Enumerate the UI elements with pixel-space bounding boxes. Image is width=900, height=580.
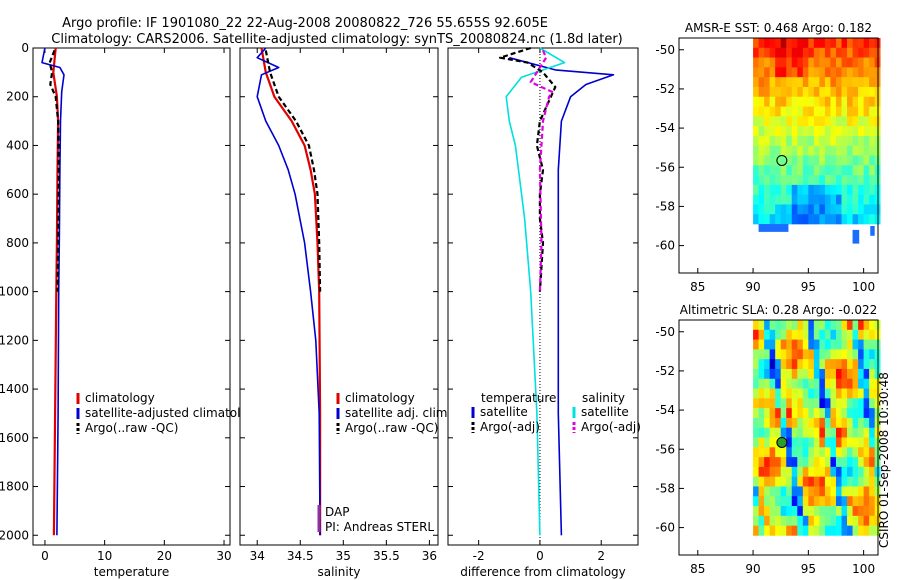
profile-panel-difference: -2 0 2 difference from climatology temperatu… xyxy=(447,46,641,579)
legend-label: climatology xyxy=(85,391,155,405)
map-panel-sla-map: Altimetric SLA: 0.28 Argo: -0.022 85 90 95 1… xyxy=(655,303,881,576)
x-axis-label: difference from climatology xyxy=(460,565,626,579)
sparse-cell xyxy=(758,224,789,232)
map-x-tick-label: 100 xyxy=(852,280,875,294)
series-line-temperature-argo-adj- xyxy=(499,46,557,292)
x-tick-label: 0 xyxy=(536,549,544,563)
x-tick-label: 2 xyxy=(597,549,605,563)
series-line-argo-raw-qc- xyxy=(264,50,322,292)
y-tick-label: 1600 xyxy=(0,431,29,445)
map-title: Altimetric SLA: 0.28 Argo: -0.022 xyxy=(680,303,877,317)
legend-label: satellite xyxy=(581,405,629,419)
legend-label: Argo(-adj) xyxy=(480,420,540,434)
map-y-tick-label: -54 xyxy=(655,403,675,417)
map-y-tick-label: -60 xyxy=(655,521,675,535)
x-tick-label: 30 xyxy=(216,549,231,563)
map-y-tick-label: -56 xyxy=(655,442,675,456)
footer-timestamp: CSIRO 01-Sep-2008 10:30:48 xyxy=(877,372,891,548)
x-tick-label: 36 xyxy=(422,549,437,563)
map-y-tick-label: -50 xyxy=(655,43,675,57)
map-x-tick-label: 85 xyxy=(690,562,705,576)
series-line-climatology xyxy=(52,47,60,536)
legend-title-salinity: salinity xyxy=(582,391,625,405)
map-title: AMSR-E SST: 0.468 Argo: 0.182 xyxy=(685,21,872,35)
map-y-tick-label: -54 xyxy=(655,121,675,135)
legend-label: Argo(..raw -QC) xyxy=(345,421,438,435)
y-tick-label: 0 xyxy=(21,41,29,55)
series-line-satellite-adj-clim- xyxy=(256,47,321,536)
legend-label: Argo(-adj) xyxy=(581,420,641,434)
x-tick-label: 10 xyxy=(97,549,112,563)
y-tick-label: 1200 xyxy=(0,333,29,347)
profile-panel-salinity: 34 34.5 35 35.5 36 salinity climatologysatelli… xyxy=(239,47,451,579)
map-x-tick-label: 90 xyxy=(745,280,760,294)
annotation-dap: DAP xyxy=(325,505,349,519)
map-y-tick-label: -52 xyxy=(655,364,675,378)
map-panel-sst-map: AMSR-E SST: 0.468 Argo: 0.182 85 90 95 100 -5… xyxy=(655,21,881,294)
map-y-tick-label: -52 xyxy=(655,82,675,96)
sparse-cell xyxy=(852,229,860,244)
map-y-tick-label: -60 xyxy=(655,239,675,253)
x-tick-label: 35.5 xyxy=(373,549,400,563)
map-x-tick-label: 90 xyxy=(745,562,760,576)
series-line-climatology xyxy=(260,47,322,536)
x-axis-label: temperature xyxy=(94,565,169,579)
series-line-temperature-satellite xyxy=(509,56,615,536)
figure-title-line1: Argo profile: IF 1901080_22 22-Aug-2008 … xyxy=(62,16,548,31)
legend-label: satellite adj. clim. xyxy=(345,406,451,420)
y-tick-label: 1800 xyxy=(0,480,29,494)
sparse-cell xyxy=(870,226,875,236)
map-y-tick-label: -50 xyxy=(655,325,675,339)
map-y-tick-label: -56 xyxy=(655,160,675,174)
x-tick-label: 20 xyxy=(157,549,172,563)
plot-frame xyxy=(239,47,439,546)
map-y-tick-label: -58 xyxy=(655,199,675,213)
map-x-tick-label: 85 xyxy=(690,280,705,294)
legend-label: Argo(..raw -QC) xyxy=(85,421,178,435)
argo-location-marker xyxy=(776,436,788,448)
legend-title-temperature: temperature xyxy=(481,391,556,405)
map-frame xyxy=(678,319,879,556)
map-x-tick-label: 100 xyxy=(852,562,875,576)
map-x-tick-label: 95 xyxy=(801,562,816,576)
x-axis-label: salinity xyxy=(317,565,360,579)
plot-frame xyxy=(32,47,231,546)
map-frame xyxy=(678,37,879,274)
map-field xyxy=(753,38,881,244)
x-tick-label: 34.5 xyxy=(287,549,314,563)
x-tick-label: 34 xyxy=(250,549,265,563)
y-tick-label: 600 xyxy=(6,187,29,201)
series-line-salinity-argo-adj- xyxy=(529,49,554,292)
x-tick-label: 0 xyxy=(41,549,49,563)
map-y-tick-label: -58 xyxy=(655,481,675,495)
series-line-argo-raw-qc- xyxy=(48,49,60,292)
figure-title-line2: Climatology: CARS2006. Satellite-adjuste… xyxy=(51,32,623,47)
map-field xyxy=(753,320,881,536)
argo-location-marker xyxy=(776,154,788,166)
x-tick-label: -2 xyxy=(473,549,485,563)
y-tick-label: 800 xyxy=(6,236,29,250)
series-line-satellite-adjusted-climatology xyxy=(41,47,65,536)
y-tick-label: 2000 xyxy=(0,528,29,542)
profile-panel-temperature: 0 10 20 30 0 200 400 600 800 1000 1200 1400 1600 1800… xyxy=(0,41,263,579)
map-x-tick-label: 95 xyxy=(801,280,816,294)
legend-label: satellite xyxy=(480,405,528,419)
y-tick-label: 200 xyxy=(6,90,29,104)
annotation-pi: PI: Andreas STERL xyxy=(325,520,434,534)
x-tick-label: 35 xyxy=(336,549,351,563)
legend-label: climatology xyxy=(345,391,415,405)
legend-label: satellite-adjusted climatology xyxy=(85,406,263,420)
y-tick-label: 1000 xyxy=(0,285,29,299)
y-tick-label: 400 xyxy=(6,138,29,152)
y-tick-label: 1400 xyxy=(0,382,29,396)
